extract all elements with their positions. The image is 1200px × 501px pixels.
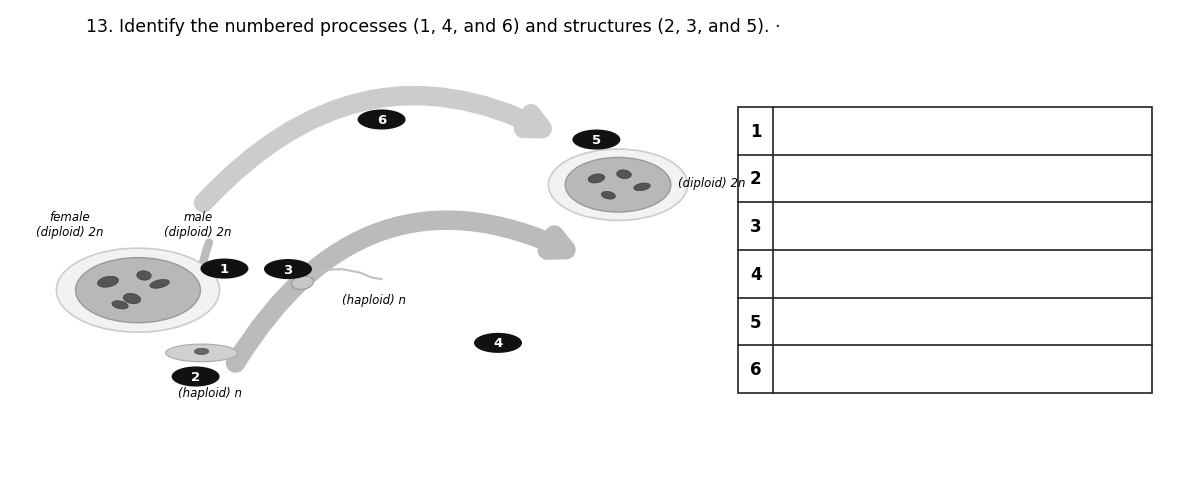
- Ellipse shape: [112, 301, 128, 309]
- Text: 13. Identify the numbered processes (1, 4, and 6) and structures (2, 3, and 5). : 13. Identify the numbered processes (1, …: [86, 18, 781, 36]
- Circle shape: [474, 333, 522, 353]
- Circle shape: [264, 260, 312, 280]
- Text: 2: 2: [191, 370, 200, 383]
- Text: male
(diploid) 2n: male (diploid) 2n: [164, 210, 232, 238]
- Text: 6: 6: [750, 361, 761, 378]
- Text: 5: 5: [592, 134, 601, 147]
- Ellipse shape: [194, 349, 209, 355]
- Ellipse shape: [548, 150, 688, 221]
- Bar: [738, 108, 1152, 393]
- Ellipse shape: [137, 271, 151, 281]
- Text: 1: 1: [750, 123, 761, 140]
- Ellipse shape: [76, 258, 200, 323]
- Ellipse shape: [565, 158, 671, 212]
- Text: 5: 5: [750, 313, 761, 331]
- Circle shape: [200, 259, 248, 279]
- Ellipse shape: [150, 280, 169, 289]
- Ellipse shape: [56, 248, 220, 333]
- Text: 4: 4: [493, 337, 503, 350]
- Ellipse shape: [124, 294, 140, 304]
- Ellipse shape: [292, 277, 313, 290]
- Ellipse shape: [601, 192, 616, 200]
- Ellipse shape: [617, 170, 631, 179]
- Text: 2: 2: [750, 170, 762, 188]
- Ellipse shape: [166, 344, 238, 362]
- Text: 3: 3: [283, 263, 293, 276]
- Circle shape: [172, 367, 220, 387]
- Ellipse shape: [97, 277, 119, 288]
- Circle shape: [572, 130, 620, 150]
- Text: 1: 1: [220, 263, 229, 276]
- Text: (haploid) n: (haploid) n: [178, 386, 242, 399]
- Circle shape: [358, 110, 406, 130]
- Text: female
(diploid) 2n: female (diploid) 2n: [36, 210, 103, 238]
- Text: 6: 6: [377, 114, 386, 127]
- Text: (diploid) 2n: (diploid) 2n: [678, 176, 745, 189]
- Text: 3: 3: [750, 218, 762, 235]
- Text: 4: 4: [750, 266, 762, 283]
- Text: (haploid) n: (haploid) n: [342, 293, 406, 306]
- Ellipse shape: [588, 174, 605, 184]
- Ellipse shape: [634, 184, 650, 191]
